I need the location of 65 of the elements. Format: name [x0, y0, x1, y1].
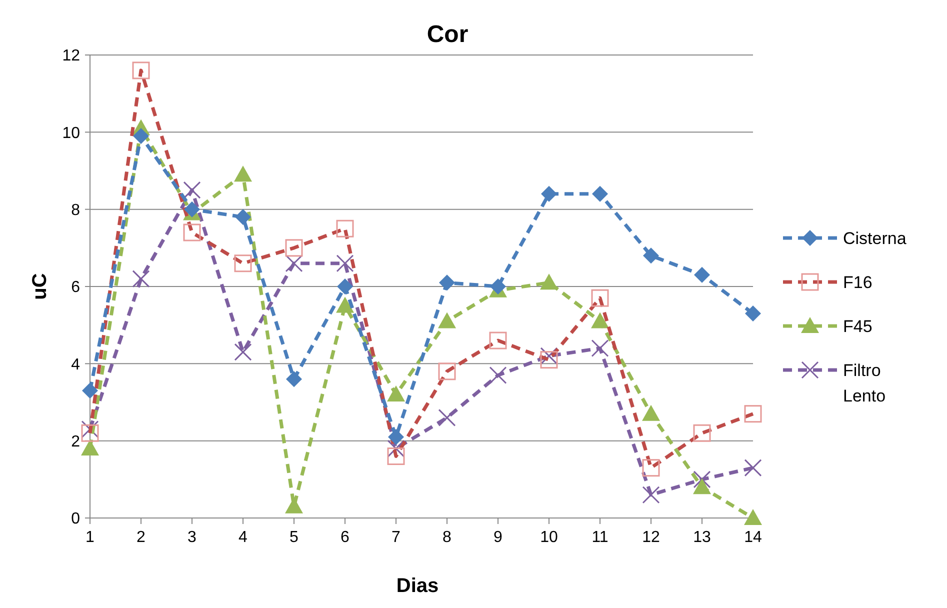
- legend-label: Cisterna: [843, 228, 907, 248]
- x-tick-label: 14: [744, 529, 762, 546]
- point: [591, 312, 609, 328]
- point: [693, 470, 711, 488]
- legend-label: Filtro Lento: [843, 360, 886, 406]
- point: [439, 274, 455, 291]
- x-tick-label: 13: [693, 529, 711, 546]
- point: [541, 186, 557, 202]
- x-tick-label: 4: [238, 529, 248, 546]
- point: [744, 459, 762, 477]
- point: [184, 201, 200, 218]
- y-tick-label: 10: [62, 124, 80, 142]
- point: [489, 366, 507, 384]
- point: [540, 274, 558, 290]
- y-tick-label: 12: [62, 48, 80, 65]
- point: [132, 270, 150, 288]
- y-axis-title: uC: [29, 273, 51, 300]
- point: [744, 509, 762, 525]
- point: [591, 339, 609, 357]
- point: [183, 181, 201, 199]
- x-tick-label: 1: [86, 529, 95, 546]
- point: [286, 371, 302, 388]
- y-tick-label: 0: [71, 510, 80, 528]
- x-tick-label: 6: [340, 529, 350, 546]
- point: [693, 478, 711, 494]
- point: [387, 440, 405, 458]
- legend-label: F45: [843, 316, 872, 336]
- x-tick-label: 12: [642, 529, 660, 546]
- x-tick-label: 10: [540, 529, 558, 546]
- point: [235, 209, 251, 226]
- point: [643, 248, 659, 264]
- x-tick-label: 5: [290, 529, 299, 546]
- point: [336, 296, 354, 313]
- point: [133, 128, 149, 144]
- point: [694, 266, 710, 283]
- point: [540, 347, 558, 365]
- x-tick-label: 8: [442, 529, 452, 546]
- point: [642, 486, 660, 504]
- chart-title: Cor: [426, 21, 468, 48]
- point: [337, 278, 353, 294]
- y-tick-label: 6: [71, 279, 80, 296]
- point: [285, 254, 303, 272]
- x-tick-label: 7: [392, 529, 401, 546]
- point: [745, 306, 761, 322]
- point: [387, 386, 405, 402]
- point: [438, 312, 456, 328]
- point: [234, 166, 252, 182]
- x-tick-label: 9: [494, 529, 503, 546]
- point: [81, 440, 99, 456]
- point: [336, 254, 354, 272]
- x-tick-label: 11: [592, 529, 608, 546]
- point: [490, 278, 506, 294]
- point: [592, 186, 608, 202]
- x-tick-label: 3: [188, 529, 197, 546]
- y-tick-label: 8: [71, 202, 80, 219]
- x-tick-label: 2: [136, 529, 146, 546]
- legend-label: F16: [843, 272, 872, 292]
- y-tick-label: 4: [71, 356, 80, 374]
- x-axis-title: Dias: [396, 575, 439, 597]
- point: [438, 408, 456, 426]
- point: [388, 428, 404, 445]
- y-tick-label: 2: [71, 433, 80, 450]
- point: [642, 404, 660, 421]
- point: [234, 343, 252, 361]
- point: [82, 382, 98, 399]
